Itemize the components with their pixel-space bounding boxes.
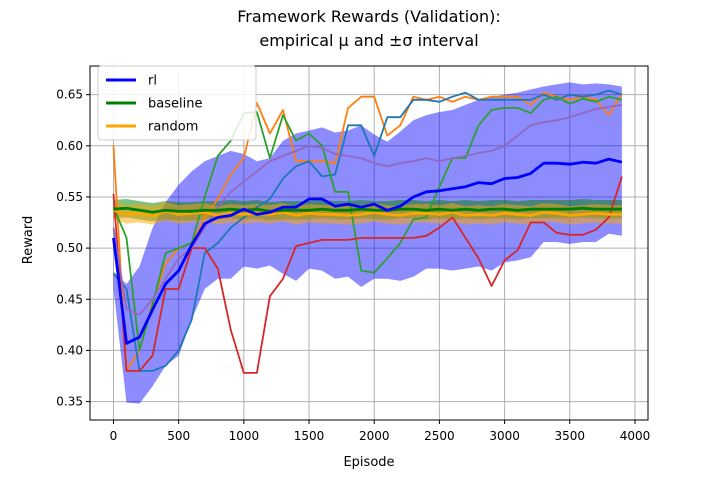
y-tick-label: 0.55 [56,190,83,204]
legend-box [97,65,257,141]
x-tick-label: 0 [110,429,118,443]
x-tick-label: 1500 [294,429,325,443]
legend-label-random: random [148,120,198,135]
baseline-mean-line [113,206,622,214]
legend: rl baseline random [97,65,257,141]
x-axis-ticks: 0 500 1000 1500 2000 2500 3000 3500 4000 [110,420,651,443]
plot-area [89,65,649,421]
legend-label-rl: rl [148,74,157,89]
run-line-4 [112,176,623,374]
x-tick-label: 2000 [359,429,390,443]
legend-label-baseline: baseline [148,97,202,112]
y-tick-label: 0.35 [56,395,83,409]
rl-mean-line [112,157,623,345]
chart-title-line1: Framework Rewards (Validation): [237,7,501,26]
chart-title-line2: empirical μ and ±σ interval [259,31,478,50]
run-line-3 [112,95,623,352]
y-tick-label: 0.40 [56,343,83,357]
x-axis-label: Episode [343,455,394,470]
y-axis-ticks: 0.35 0.40 0.45 0.50 0.55 0.60 0.65 [56,88,90,409]
plot-frame [89,65,649,421]
x-tick-label: 500 [167,429,190,443]
run-line-1 [112,91,623,372]
run-line-2 [112,89,623,372]
y-tick-label: 0.50 [56,241,83,255]
random-mean-line [113,208,622,217]
x-tick-label: 4000 [620,429,651,443]
individual-runs [112,89,623,374]
mean-lines [112,157,623,345]
x-tick-label: 2500 [424,429,455,443]
x-tick-label: 3500 [555,429,586,443]
y-axis-label: Reward [21,216,36,264]
y-tick-label: 0.45 [56,292,83,306]
x-tick-label: 3000 [489,429,520,443]
y-tick-label: 0.65 [56,88,83,102]
y-tick-label: 0.60 [56,139,83,153]
run-line-5 [112,104,623,316]
x-tick-label: 1000 [229,429,260,443]
